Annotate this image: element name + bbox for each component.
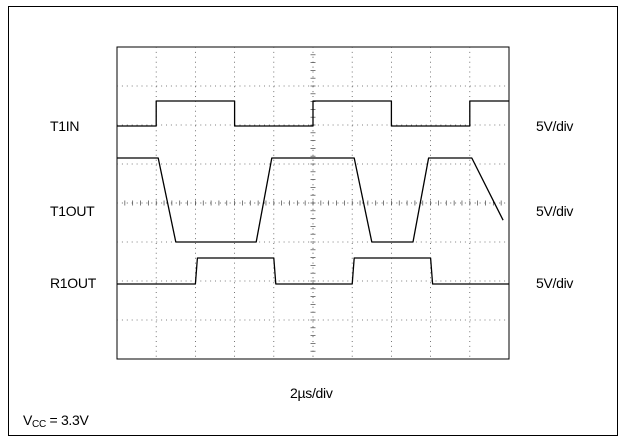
trace-r1out [117, 257, 509, 285]
trace-t1out [117, 157, 504, 243]
vcc-subscript: CC [32, 419, 46, 430]
t1out-label: T1OUT [50, 203, 95, 219]
r1out-label: R1OUT [50, 275, 96, 291]
vcc-value: = 3.3V [45, 412, 89, 428]
figure-frame [8, 6, 618, 436]
traces [117, 100, 509, 285]
trace-t1in [117, 100, 509, 127]
time-scale-label: 2µs/div [290, 385, 333, 401]
t1out-scale: 5V/div [536, 203, 574, 219]
t1in-scale: 5V/div [536, 118, 574, 134]
r1out-scale: 5V/div [536, 275, 574, 291]
vcc-note: VCC = 3.3V [23, 412, 89, 430]
vcc-symbol: V [23, 412, 33, 428]
t1in-label: T1IN [50, 118, 80, 134]
